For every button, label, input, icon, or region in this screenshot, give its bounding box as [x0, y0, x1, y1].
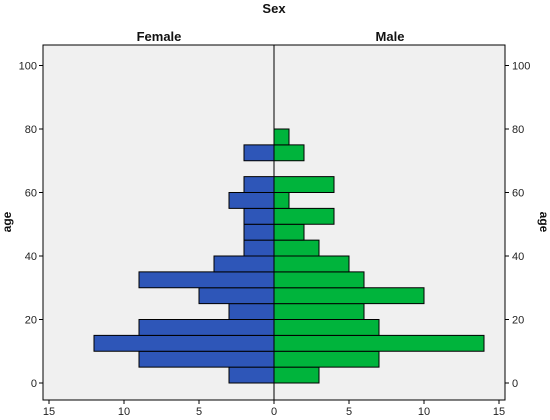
- y-tick-label-left-60: 60: [25, 188, 37, 200]
- y-tick-label-right-40: 40: [512, 251, 524, 263]
- bar-female-age-45: [243, 223, 275, 241]
- y-axis-label-right: age: [537, 212, 550, 233]
- bar-male-age-50: [273, 207, 335, 225]
- bar-female-age-60: [243, 176, 275, 193]
- y-tick-label-right-80: 80: [512, 124, 524, 136]
- bar-female-age-20: [228, 303, 275, 320]
- bar-female-age-50: [243, 207, 275, 225]
- bar-female-age-55: [228, 192, 275, 209]
- bar-male-age-40: [273, 239, 320, 257]
- y-ticks-layer: 0 0 20 20 40 40 60 60 80 80 100 100: [19, 61, 531, 391]
- bar-male-age-35: [273, 255, 350, 273]
- y-axis-label-left: age: [0, 211, 14, 232]
- bar-male-age-30: [273, 271, 365, 289]
- y-tick-label-left-20: 20: [25, 315, 37, 327]
- bar-male-age-70: [273, 144, 305, 162]
- panel-label-female: Female: [137, 29, 182, 44]
- chart-title: Sex: [262, 1, 286, 16]
- y-tick-label-left-100: 100: [19, 61, 37, 73]
- bar-male-age-5: [273, 350, 380, 368]
- bar-female-age-25: [198, 287, 275, 305]
- x-tick-label-1: 10: [118, 406, 130, 418]
- x-tick-label-2: 5: [196, 406, 202, 418]
- bar-female-age-15: [138, 319, 275, 336]
- bar-female-age-30: [138, 271, 275, 289]
- bar-male-age-15: [273, 319, 380, 336]
- x-ticks-layer: 15 10 5 0 5 10 15: [43, 400, 505, 418]
- y-tick-label-right-100: 100: [512, 61, 530, 73]
- bar-male-age-75: [273, 128, 290, 146]
- y-tick-label-right-0: 0: [512, 378, 518, 390]
- bar-male-age-55: [273, 192, 290, 209]
- bar-female-age-35: [213, 255, 275, 273]
- bar-male-age-20: [273, 303, 365, 320]
- bars-layer: [93, 128, 485, 384]
- bar-female-age-0: [228, 366, 275, 384]
- bar-female-age-70: [243, 144, 275, 162]
- x-tick-label-3: 0: [271, 406, 277, 418]
- panel-label-male: Male: [376, 29, 405, 44]
- bar-male-age-0: [273, 366, 320, 384]
- x-tick-label-4: 5: [346, 406, 352, 418]
- y-tick-label-left-80: 80: [25, 124, 37, 136]
- bar-female-age-10: [93, 334, 275, 352]
- x-tick-label-5: 10: [418, 406, 430, 418]
- x-tick-label-6: 15: [493, 406, 505, 418]
- bar-male-age-60: [273, 176, 335, 193]
- bar-male-age-45: [273, 223, 305, 241]
- y-tick-label-left-40: 40: [25, 251, 37, 263]
- bar-female-age-5: [138, 350, 275, 368]
- bar-male-age-25: [273, 287, 425, 305]
- y-tick-label-right-60: 60: [512, 188, 524, 200]
- bar-male-age-10: [273, 334, 485, 352]
- y-tick-label-right-20: 20: [512, 315, 524, 327]
- x-tick-label-0: 15: [43, 406, 55, 418]
- bar-female-age-40: [243, 239, 275, 257]
- y-tick-label-left-0: 0: [31, 378, 37, 390]
